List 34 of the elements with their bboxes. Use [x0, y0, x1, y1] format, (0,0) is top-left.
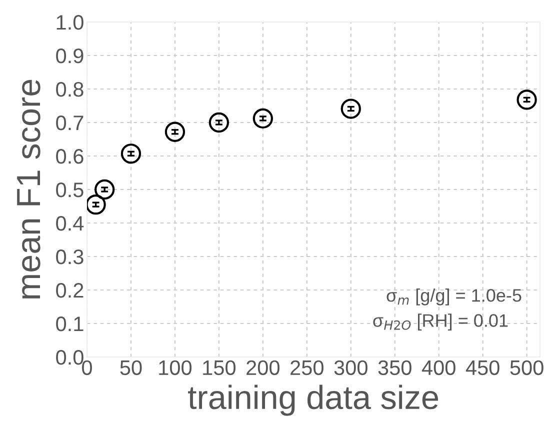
- y-tick-label: 0.3: [56, 250, 84, 264]
- annotation: σ$_{H2O}$ [RH] = 0.01: [373, 314, 508, 330]
- y-tick-label: 0.9: [56, 48, 84, 64]
- y-tick-label: 0.5: [56, 182, 84, 198]
- y-axis-title: mean F1 score: [17, 80, 40, 298]
- x-tick-label: 300: [334, 360, 368, 376]
- annotation: σ$_{m}$ [g/g] = 1.0e-5: [386, 288, 522, 306]
- point: [340, 98, 361, 119]
- y-tick-label: 0.6: [56, 149, 84, 164]
- y-tick-label: 0.4: [56, 216, 84, 231]
- point: [252, 108, 273, 129]
- x-axis-title: training data size: [188, 384, 438, 416]
- point: [164, 122, 186, 142]
- x-tick-label: 450: [466, 360, 500, 376]
- x-tick-label: 400: [422, 360, 456, 376]
- x-tick-label: 50: [120, 360, 142, 376]
- x-tick-label: 500: [510, 360, 544, 376]
- point: [94, 179, 115, 200]
- x-tick-label: 100: [159, 360, 192, 376]
- y-tick-label: 0.7: [56, 116, 84, 130]
- y-tick-label: 0.1: [56, 316, 84, 332]
- x-tick-label: 350: [378, 360, 412, 376]
- point: [516, 90, 537, 110]
- y-tick-label: 1.0: [56, 15, 84, 30]
- x-tick-label: 250: [290, 360, 324, 376]
- y-tick-label: 0.8: [56, 82, 84, 97]
- y-tick-label: 0.0: [56, 350, 84, 365]
- x-tick-label: 150: [203, 360, 236, 376]
- x-tick-label: 200: [246, 360, 280, 376]
- x-tick-label: 0: [82, 360, 92, 376]
- point: [208, 112, 230, 133]
- y-tick-label: 0.2: [56, 283, 84, 298]
- point: [87, 194, 106, 215]
- point: [120, 144, 142, 164]
